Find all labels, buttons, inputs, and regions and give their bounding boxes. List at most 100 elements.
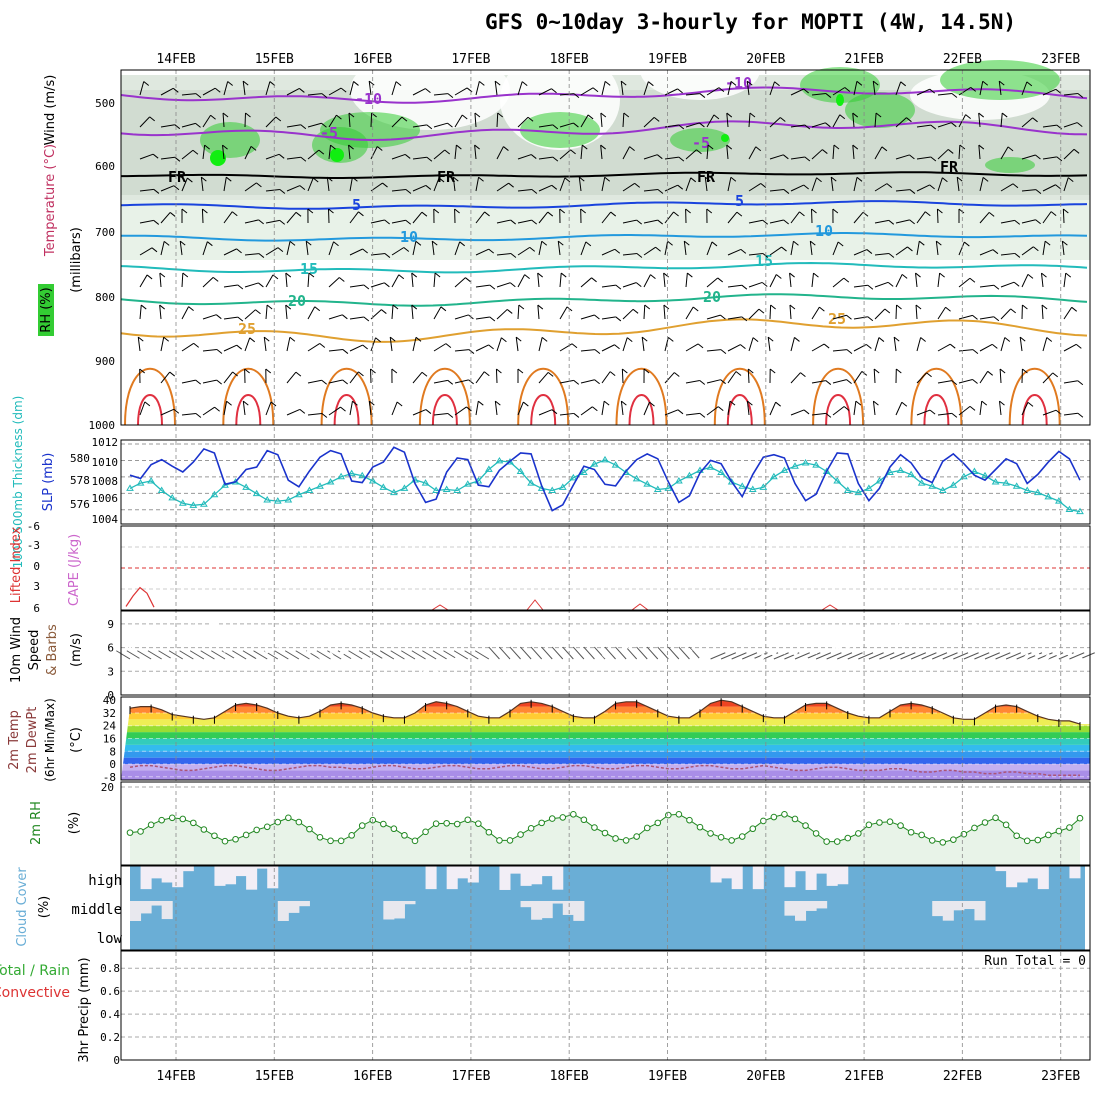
wind10-label-2: Speed <box>27 630 42 671</box>
wind-barb-flag <box>411 272 418 278</box>
wind-barb <box>559 149 571 160</box>
wind-barb <box>748 146 757 160</box>
wind-barb <box>433 343 447 352</box>
cloud-mid-gap <box>288 901 300 913</box>
wind-barb <box>811 177 818 192</box>
wind-barb <box>515 337 519 352</box>
rh2m-point <box>242 831 250 839</box>
wind10-point <box>675 659 682 666</box>
lifted-ytick-1: -3 <box>27 539 40 552</box>
wind10-barb <box>200 650 215 660</box>
wind-barb <box>286 185 301 192</box>
wind-barb-flag <box>159 272 166 278</box>
wind-barb <box>265 116 277 128</box>
temp2m-label-unit: (°C) <box>69 727 84 753</box>
wind-barb <box>958 349 973 352</box>
wind-barb-flag <box>195 379 202 385</box>
wind-barb-flag <box>888 219 895 225</box>
wind-barb <box>139 116 151 128</box>
wind10-barb <box>583 646 595 660</box>
temp-band-6 <box>121 732 1090 739</box>
wind10-barb <box>369 650 384 660</box>
wind10-point <box>781 648 788 655</box>
wind-barb-flag <box>648 81 654 87</box>
wind10-barb <box>932 652 948 660</box>
temp2m-ytick-3: 16 <box>103 733 116 746</box>
wind10-barb <box>295 650 310 660</box>
wind10-barb <box>593 646 606 660</box>
wind-barb-flag <box>1027 273 1034 279</box>
wind-barb-flag <box>909 154 915 160</box>
wind-barb-flag <box>169 212 176 217</box>
wind-barb <box>769 189 784 192</box>
wind-barb <box>811 306 820 320</box>
rh2m-point <box>717 834 725 841</box>
wind-barb-flag <box>982 176 989 182</box>
wind-barb-flag <box>204 144 210 150</box>
wind-barb <box>748 308 760 320</box>
wind10-point <box>179 635 186 642</box>
wind-barb <box>748 281 763 288</box>
wind10-barb <box>189 650 205 660</box>
rh2m-point <box>633 833 640 840</box>
wind-barb-flag <box>717 406 724 412</box>
wind-barb-flag <box>459 241 465 247</box>
cloud-high-gap <box>1016 866 1028 883</box>
cloud-high-gap <box>995 866 1007 872</box>
isotherm-label-4: FR <box>168 168 187 186</box>
wind10-barb <box>868 652 884 660</box>
wind-barb-flag <box>447 122 453 128</box>
wind-barb-flag <box>683 240 690 246</box>
cloud-mid-gap <box>562 901 574 915</box>
wind-barb <box>937 122 952 128</box>
wind10-point <box>190 617 197 624</box>
wind-barb-flag <box>793 240 799 246</box>
wind-barb-flag <box>551 409 558 415</box>
wind-barb <box>496 337 502 352</box>
cloud-mid-gap <box>298 901 310 907</box>
wind-barb-flag <box>474 112 481 118</box>
thickness-point <box>432 486 440 494</box>
wind-barb <box>328 241 334 256</box>
rh2m-point <box>570 811 577 818</box>
rh2m-point <box>274 818 282 826</box>
date-label-top-1: 15FEB <box>255 52 294 67</box>
slp-ytick-0: 1012 <box>92 436 119 449</box>
wind-barb-flag <box>244 368 250 374</box>
wind10-barb <box>826 652 842 660</box>
wind-barb <box>937 380 952 384</box>
lifted-ytick-3: 3 <box>33 580 40 593</box>
wind-barb-flag <box>524 274 530 280</box>
upper-label-rh: RH (%) <box>39 287 54 332</box>
upper-label-wind: Wind (m/s) <box>43 75 58 146</box>
wind-barb-flag <box>1052 372 1059 378</box>
wind-barb <box>769 81 776 96</box>
wind-barb-flag <box>278 153 285 159</box>
wind-barb-flag <box>690 177 697 183</box>
wind-barb-flag <box>939 272 945 278</box>
wind-barb <box>706 314 721 320</box>
wind-barb-flag <box>794 337 800 342</box>
thickness-point <box>822 467 831 474</box>
isotherm-line-5 <box>120 261 1088 274</box>
isotherm-label-3: -5 <box>692 134 710 152</box>
wind-barb-flag <box>321 413 328 418</box>
cloud-high-gap <box>795 866 807 872</box>
wind10-barb <box>889 652 905 660</box>
wind-barb-flag <box>530 154 537 159</box>
wind-barbs-upper <box>137 80 1084 418</box>
wind-barb <box>517 116 529 128</box>
wind-barb-flag <box>643 368 650 374</box>
wind-barb <box>265 401 272 416</box>
wind-barb-flag <box>307 208 314 214</box>
wind10-point <box>253 658 260 665</box>
wind10-barb <box>794 652 810 660</box>
wind-barb-flag <box>956 176 963 182</box>
wind-barb <box>517 401 524 416</box>
wind10-point <box>327 651 334 658</box>
wind-barb-flag <box>626 337 633 343</box>
wind-barb <box>895 154 910 160</box>
rh-moist-patch-4 <box>670 128 730 152</box>
wind-barb <box>517 219 532 224</box>
rh2m-point <box>791 815 799 823</box>
